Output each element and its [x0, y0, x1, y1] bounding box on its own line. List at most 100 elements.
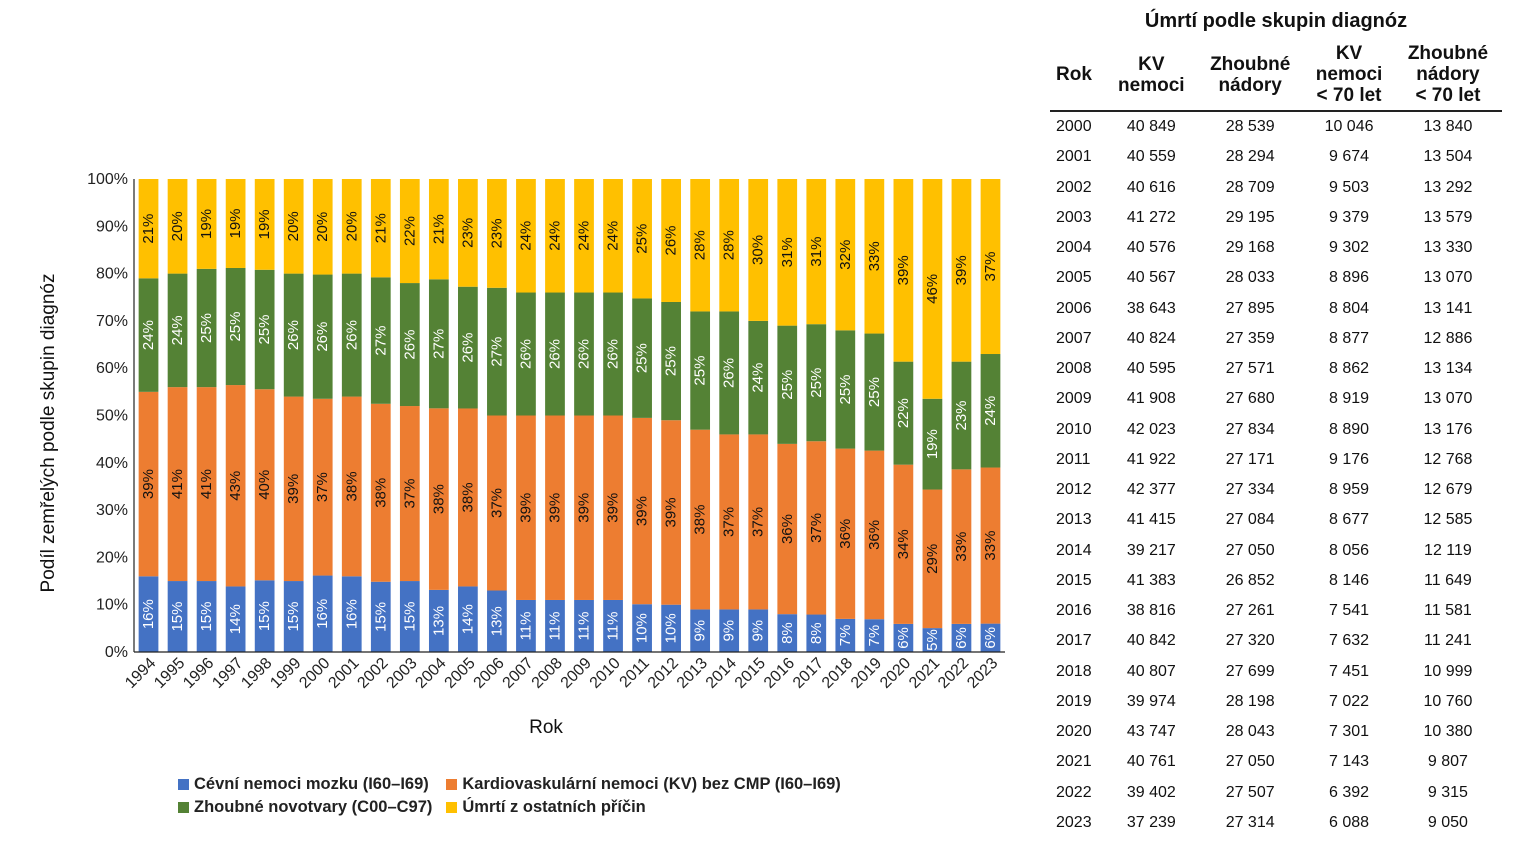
x-tick-label: 2009: [558, 655, 595, 692]
data-label-2020-s0: 6%: [895, 627, 912, 649]
data-label-2009-s3: 24%: [576, 221, 593, 251]
value-cell: 9 674: [1329, 148, 1370, 166]
data-label-2006-s1: 37%: [488, 488, 505, 518]
value-cell: 9 302: [1329, 239, 1370, 257]
table-row: 2017 40 842 27 320 7 632 11 241: [1050, 626, 1502, 656]
table-row: 2022 39 402 27 507 6 392 9 315: [1050, 778, 1502, 808]
value-cell: 13 840: [1423, 118, 1473, 136]
x-tick-label: 2008: [529, 655, 566, 692]
value-cell: 42 023: [1126, 420, 1176, 438]
year-cell: 2000: [1056, 118, 1092, 136]
value-cell: 28 709: [1225, 178, 1275, 196]
data-label-2018-s0: 7%: [837, 625, 854, 647]
data-label-2002-s3: 21%: [372, 213, 389, 243]
x-tick-label: 2003: [383, 655, 420, 692]
y-tick-label: 40%: [96, 455, 128, 472]
data-label-2019-s2: 25%: [866, 377, 883, 407]
bar-segment-1998-s1: [254, 389, 275, 581]
table-row: 2008 40 595 27 571 8 862 13 134: [1050, 354, 1502, 384]
bar-segment-2001-s2: [341, 273, 362, 397]
value-cell: 41 415: [1126, 511, 1176, 529]
bar-segment-2015-s2: [748, 320, 769, 435]
data-label-2012-s3: 26%: [663, 225, 680, 255]
value-cell: 27 334: [1225, 481, 1275, 499]
bar-segment-2002-s0: [370, 581, 391, 652]
table-row: 2021 40 761 27 050 7 143 9 807: [1050, 747, 1502, 777]
legend-swatch: [446, 779, 458, 790]
bar-segment-2021-s0: [922, 628, 943, 652]
bar-segment-2010-s1: [603, 415, 623, 600]
data-label-2001-s0: 16%: [343, 599, 360, 629]
bars-group: 16% 39% 24% 21% 15% 41% 24% 20% 15% 41% 25% 19% 14% 4…: [138, 179, 1001, 652]
bar-segment-2022-s2: [951, 361, 972, 470]
bar-segment-1999-s2: [283, 273, 304, 397]
data-label-2021-s2: 19%: [924, 429, 941, 459]
data-label-1995-s0: 15%: [169, 602, 186, 632]
bar-segment-2017-s0: [806, 614, 827, 652]
data-label-1997-s2: 25%: [227, 312, 244, 342]
value-cell: 39 217: [1126, 541, 1176, 559]
data-label-2020-s3: 39%: [895, 255, 912, 285]
year-cell: 2012: [1056, 481, 1092, 499]
bar-segment-2001-s0: [341, 576, 362, 652]
data-label-2011-s0: 10%: [634, 613, 651, 643]
table-row: 2015 41 383 26 852 8 146 11 649: [1050, 566, 1502, 596]
x-tick-label: 2004: [412, 655, 449, 692]
value-cell: 9 807: [1427, 753, 1468, 771]
data-label-2014-s0: 9%: [721, 620, 738, 642]
bar-segment-2003-s2: [399, 283, 420, 407]
bar-segment-2017-s2: [806, 324, 827, 442]
year-cell: 2018: [1056, 662, 1092, 680]
data-label-2002-s2: 27%: [372, 326, 389, 356]
table-row: 2009 41 908 27 680 8 919 13 070: [1050, 384, 1502, 414]
data-label-2004-s2: 27%: [430, 329, 447, 359]
data-label-2006-s3: 23%: [488, 218, 505, 248]
stacked-bar-chart: 16% 39% 24% 21% 15% 41% 24% 20% 15% 41% 25% 19% 14% 4…: [38, 171, 1005, 738]
data-label-2015-s2: 24%: [750, 363, 767, 393]
data-label-2014-s2: 26%: [721, 358, 738, 388]
table-row: 2007 40 824 27 359 8 877 12 886: [1050, 324, 1502, 354]
bar-segment-2012-s2: [661, 301, 681, 421]
table-row: 2023 37 239 27 314 6 088 9 050: [1050, 808, 1502, 838]
value-cell: 8 877: [1329, 329, 1370, 347]
y-axis-title: Podíl zemřelých podle skupin diagnóz: [38, 274, 59, 593]
x-tick-label: 2020: [877, 655, 914, 692]
data-label-2021-s3: 46%: [924, 274, 941, 304]
x-tick-label: 2019: [848, 655, 885, 692]
year-cell: 2005: [1056, 269, 1092, 287]
data-label-1999-s1: 39%: [285, 474, 302, 504]
data-label-2004-s0: 13%: [430, 606, 447, 636]
x-axis-title: Rok: [529, 717, 563, 738]
bar-segment-2006-s0: [487, 590, 507, 652]
bar-segment-2011-s1: [632, 417, 652, 605]
data-label-2002-s0: 15%: [372, 602, 389, 632]
table-row: 2005 40 567 28 033 8 896 13 070: [1050, 263, 1502, 293]
year-cell: 2016: [1056, 602, 1092, 620]
table-row: 2004 40 576 29 168 9 302 13 330: [1050, 233, 1502, 263]
value-cell: 7 451: [1329, 662, 1370, 680]
value-cell: 27 171: [1225, 450, 1275, 468]
data-label-2003-s2: 26%: [401, 330, 418, 360]
data-label-2020-s1: 34%: [895, 529, 912, 559]
bar-segment-2000-s2: [312, 274, 333, 399]
data-label-2017-s0: 8%: [808, 622, 825, 644]
data-label-2015-s0: 9%: [750, 620, 767, 642]
bar-segment-2003-s1: [399, 406, 420, 582]
x-tick-label: 2018: [819, 655, 856, 692]
data-label-2019-s1: 36%: [866, 520, 883, 550]
data-label-2017-s3: 31%: [808, 237, 825, 267]
table-row: 2002 40 616 28 709 9 503 13 292: [1050, 173, 1502, 203]
data-label-2008-s3: 24%: [546, 221, 563, 251]
data-label-1996-s1: 41%: [198, 469, 215, 499]
value-cell: 8 677: [1329, 511, 1370, 529]
data-label-2004-s1: 38%: [430, 484, 447, 514]
value-cell: 41 272: [1126, 208, 1176, 226]
year-cell: 2007: [1056, 329, 1092, 347]
data-label-2002-s1: 38%: [372, 478, 389, 508]
year-cell: 2008: [1056, 360, 1092, 378]
value-cell: 27 050: [1225, 753, 1275, 771]
value-cell: 11 649: [1424, 571, 1472, 589]
value-cell: 27 261: [1225, 602, 1275, 620]
data-label-2013-s3: 28%: [692, 230, 709, 260]
bar-segment-2021-s1: [922, 489, 943, 629]
